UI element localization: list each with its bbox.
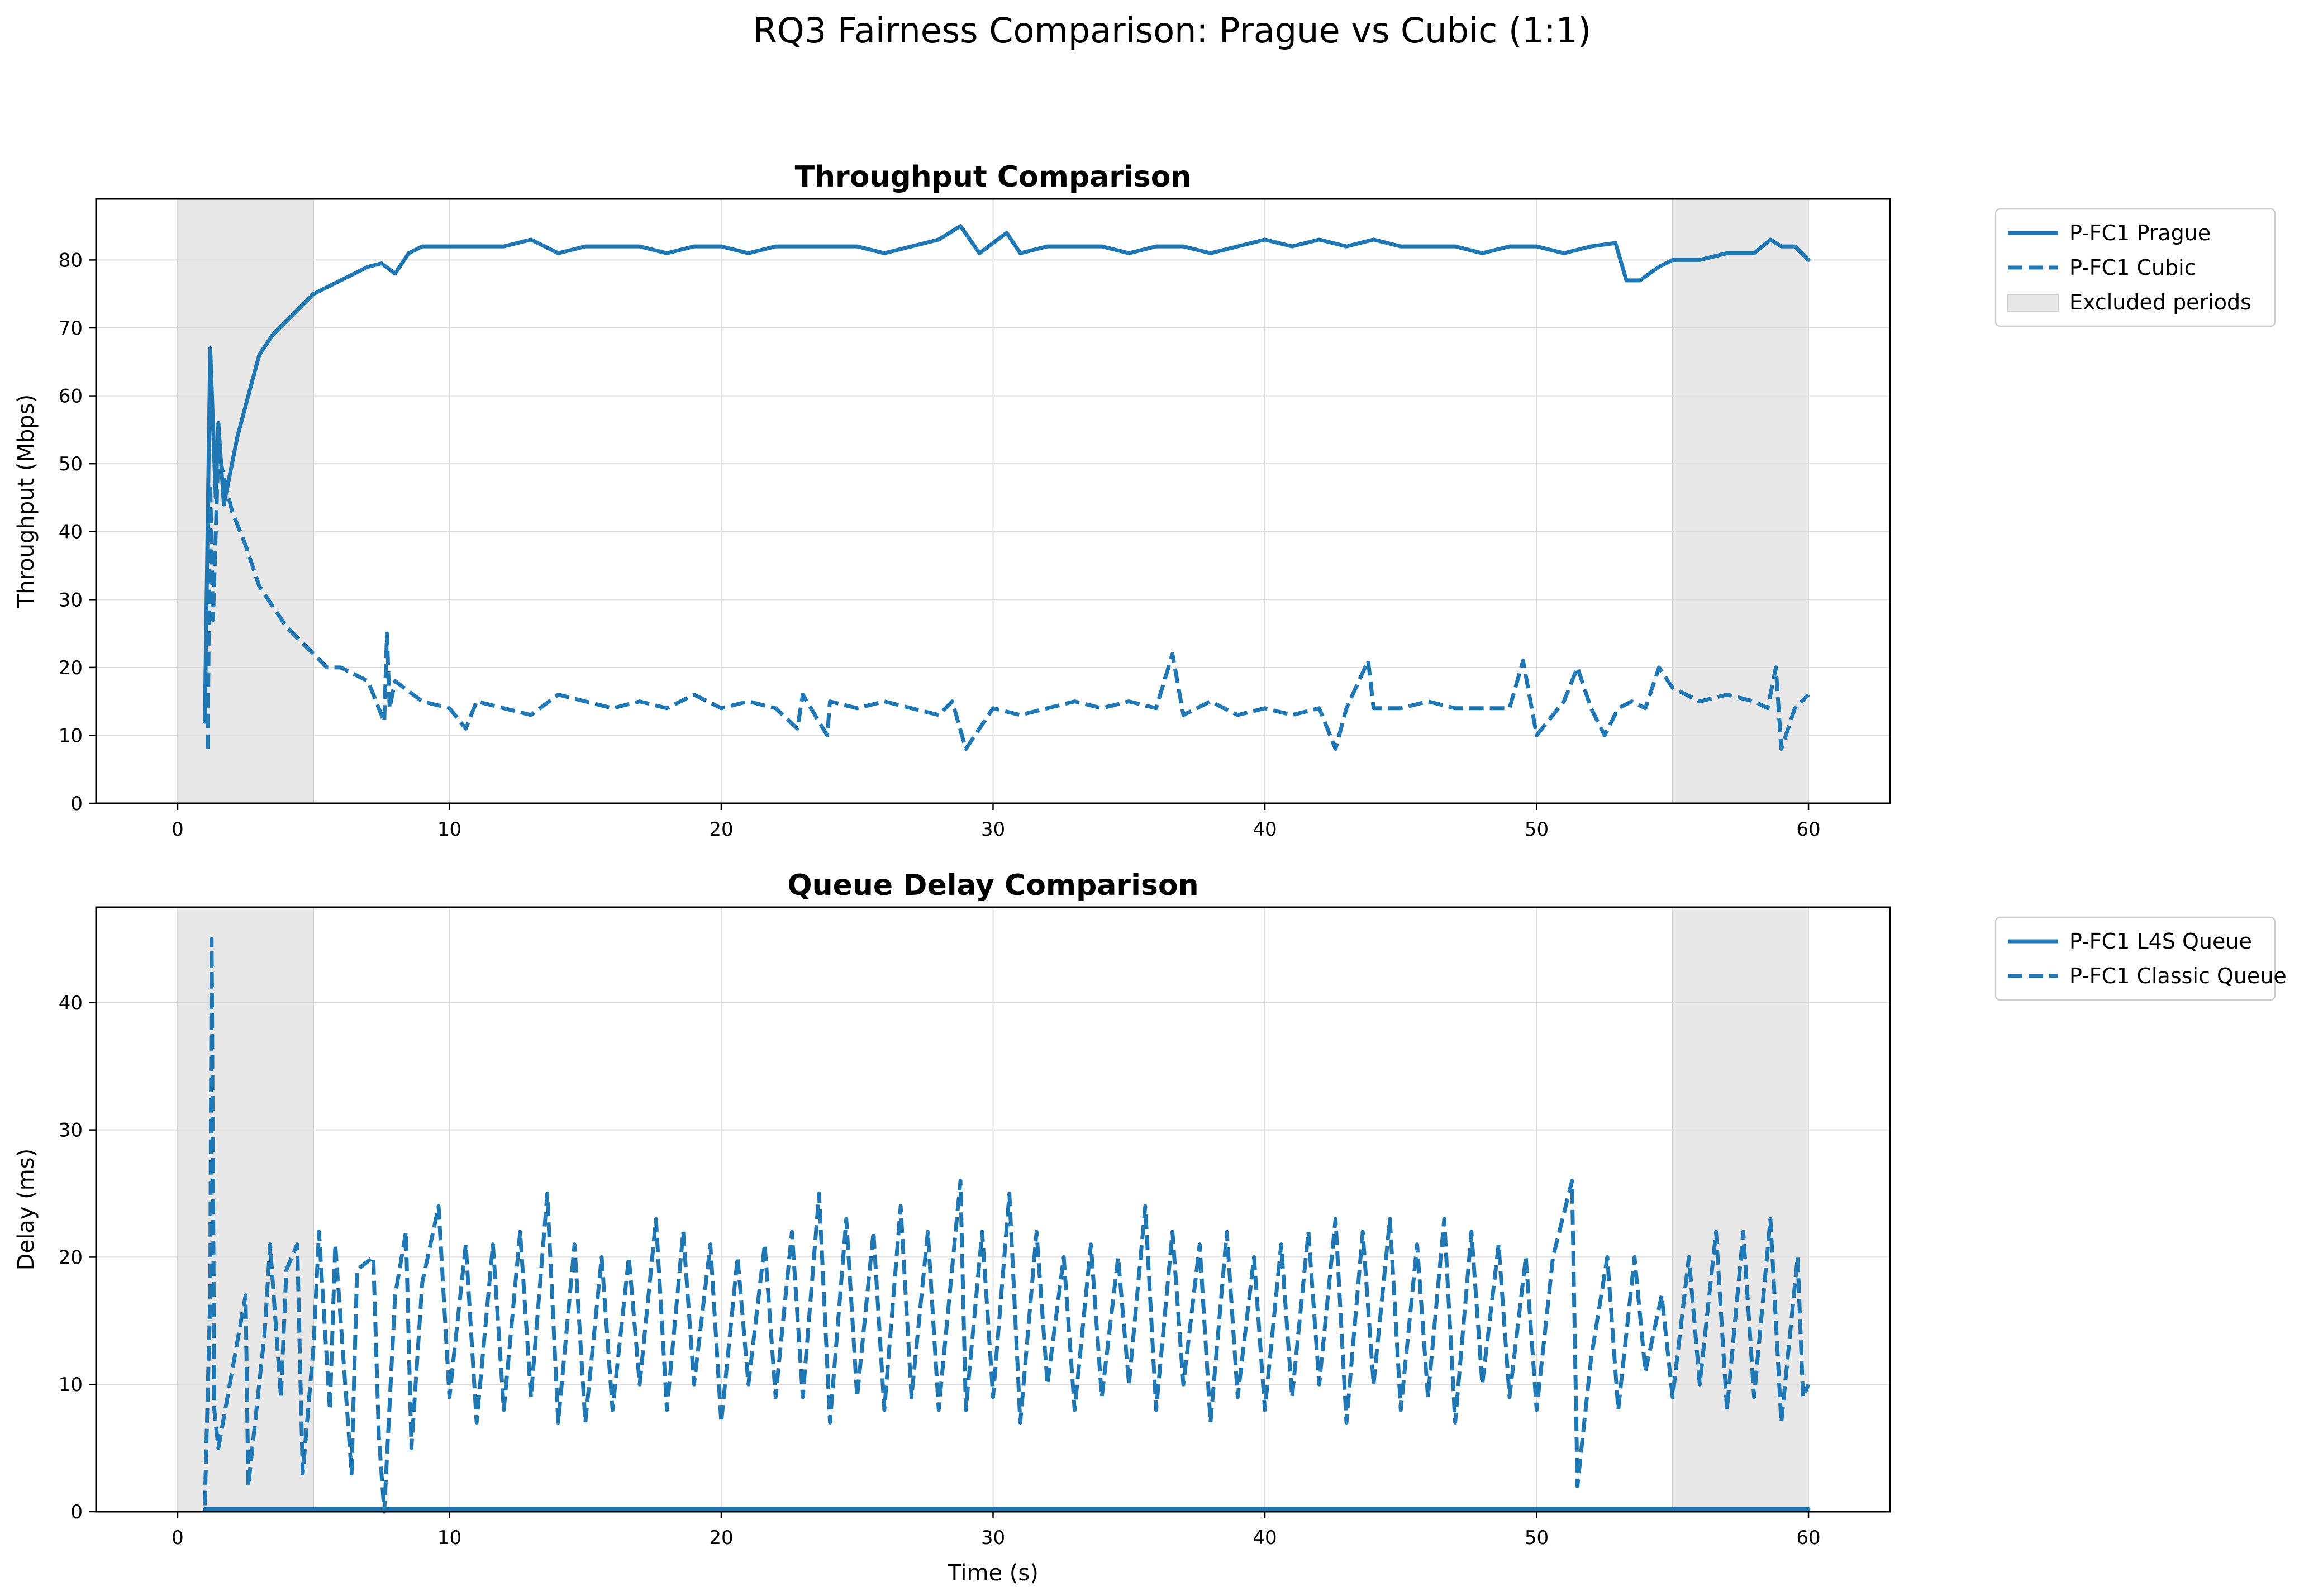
x-tick-label: 10 (437, 1527, 461, 1549)
y-tick-label: 70 (59, 317, 83, 340)
excluded-period-1 (1672, 198, 1809, 804)
y-tick-label: 40 (59, 992, 83, 1014)
throughput-y-ticks: 0 10 20 30 40 50 60 70 80 (59, 249, 96, 815)
legend-label: Excluded periods (2069, 290, 2251, 315)
x-tick-label: 0 (172, 818, 184, 841)
excluded-periods-shading (177, 198, 1809, 804)
legend-label: P-FC1 Prague (2069, 221, 2211, 245)
y-tick-label: 0 (70, 793, 83, 815)
y-tick-label: 0 (70, 1501, 83, 1523)
excluded-period-1 (1672, 907, 1809, 1512)
figure-suptitle: RQ3 Fairness Comparison: Prague vs Cubic… (753, 10, 1591, 51)
y-tick-label: 30 (59, 589, 83, 611)
legend-label: P-FC1 Classic Queue (2069, 964, 2287, 988)
queue-delay-x-axis-label: Time (s) (947, 1560, 1039, 1586)
x-tick-label: 40 (1253, 818, 1277, 841)
legend-label: P-FC1 L4S Queue (2069, 929, 2252, 954)
queue-delay-x-ticks: 0 10 20 30 40 50 60 (172, 1512, 1821, 1549)
legend-swatch-excluded (2007, 294, 2059, 312)
series-line-p-fc1-prague (203, 224, 1811, 724)
throughput-y-axis-label: Throughput (Mbps) (13, 394, 39, 608)
queue-delay-grid (96, 907, 1890, 1512)
y-tick-label: 80 (59, 249, 83, 271)
x-tick-label: 60 (1796, 818, 1820, 841)
x-tick-label: 30 (981, 1527, 1005, 1549)
series-line-p-fc1-classic-queue (203, 937, 1811, 1514)
y-tick-label: 50 (59, 453, 83, 475)
throughput-title: Throughput Comparison (795, 160, 1192, 194)
y-tick-label: 10 (59, 725, 83, 747)
x-tick-label: 60 (1796, 1527, 1820, 1549)
y-tick-label: 20 (59, 1246, 83, 1269)
y-tick-label: 30 (59, 1119, 83, 1142)
throughput-legend: P-FC1 Prague P-FC1 Cubic Excluded periods (1994, 208, 2276, 327)
y-tick-label: 60 (59, 385, 83, 408)
x-tick-label: 40 (1253, 1527, 1277, 1549)
queue-delay-title: Queue Delay Comparison (787, 869, 1198, 902)
y-tick-label: 20 (59, 657, 83, 679)
x-tick-label: 50 (1525, 818, 1549, 841)
x-tick-label: 10 (437, 818, 461, 841)
legend-box (1994, 208, 2276, 327)
queue-delay-lines (203, 937, 1811, 1514)
x-tick-label: 0 (172, 1527, 184, 1549)
x-tick-label: 20 (709, 1527, 733, 1549)
throughput-grid (96, 199, 1890, 804)
queue-delay-y-axis-label: Delay (ms) (13, 1149, 39, 1270)
throughput-panel: 0 10 20 30 40 50 60 0 10 20 30 40 50 60 70 80 Throughp… (13, 160, 2276, 841)
queue-delay-legend: P-FC1 L4S Queue P-FC1 Classic Queue (1994, 916, 2287, 1001)
legend-label: P-FC1 Cubic (2069, 255, 2196, 280)
excluded-period-0 (177, 198, 314, 804)
x-tick-label: 30 (981, 818, 1005, 841)
throughput-x-ticks: 0 10 20 30 40 50 60 (172, 803, 1821, 841)
x-tick-label: 20 (709, 818, 733, 841)
y-tick-label: 10 (59, 1374, 83, 1396)
queue-delay-panel: 0 10 20 30 40 50 60 0 10 20 30 40 Queue Delay Comp… (13, 869, 2287, 1586)
queue-delay-y-ticks: 0 10 20 30 40 (59, 992, 96, 1523)
series-line-p-fc1-cubic (206, 448, 1810, 751)
y-tick-label: 40 (59, 521, 83, 544)
x-tick-label: 50 (1525, 1527, 1549, 1549)
throughput-lines (203, 224, 1811, 751)
legend-box (1994, 916, 2276, 1001)
